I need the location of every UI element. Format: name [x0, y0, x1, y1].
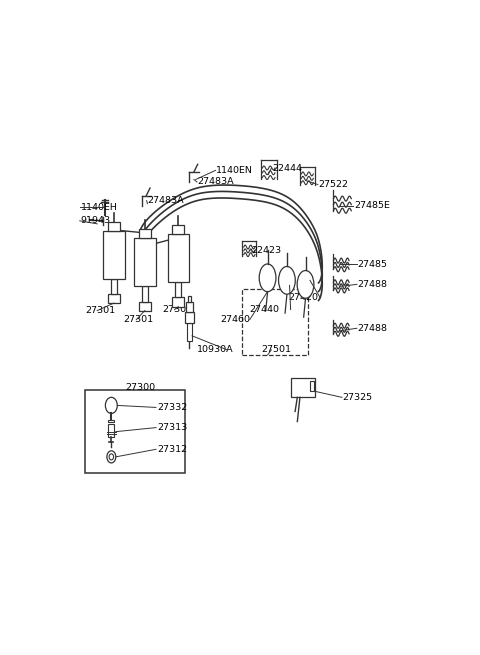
Bar: [108, 294, 120, 303]
Text: 27312: 27312: [157, 445, 188, 454]
Bar: [85, 390, 185, 473]
Bar: [172, 225, 184, 234]
Circle shape: [109, 454, 114, 460]
Bar: [310, 381, 314, 391]
Bar: [139, 229, 151, 238]
Bar: [134, 238, 156, 286]
Text: 27488: 27488: [358, 324, 388, 333]
Text: 27483A: 27483A: [147, 196, 184, 205]
Bar: [172, 297, 184, 307]
Text: 27522: 27522: [319, 180, 348, 189]
Text: 10930A: 10930A: [197, 345, 234, 354]
Bar: [188, 296, 192, 302]
Bar: [108, 424, 114, 437]
Bar: [139, 301, 151, 310]
Text: 27485E: 27485E: [354, 201, 390, 210]
Text: 27501: 27501: [261, 345, 291, 354]
Text: 22423: 22423: [252, 246, 282, 255]
Bar: [168, 234, 189, 282]
Circle shape: [107, 451, 116, 463]
Text: 27488: 27488: [358, 280, 388, 289]
Text: 27420: 27420: [289, 293, 319, 303]
Ellipse shape: [278, 267, 295, 294]
Text: 27313: 27313: [157, 423, 188, 432]
Bar: [111, 279, 117, 294]
Text: 27301: 27301: [123, 315, 154, 324]
Text: 27300: 27300: [125, 383, 155, 392]
Text: 27485: 27485: [358, 259, 388, 269]
Text: 1140EH: 1140EH: [81, 202, 117, 212]
Bar: [186, 302, 193, 312]
Bar: [187, 323, 192, 341]
Text: 27301: 27301: [162, 305, 192, 314]
Text: 1140EN: 1140EN: [216, 166, 253, 175]
Bar: [108, 420, 114, 422]
Text: 27483A: 27483A: [198, 178, 234, 187]
Text: 27440: 27440: [250, 305, 280, 314]
Ellipse shape: [259, 264, 276, 291]
Text: 27460: 27460: [221, 315, 251, 324]
Text: 22444: 22444: [272, 164, 302, 173]
Text: 27325: 27325: [343, 393, 373, 402]
Text: 27332: 27332: [157, 403, 188, 412]
Ellipse shape: [297, 271, 314, 298]
Bar: [175, 282, 181, 297]
Text: 27301: 27301: [85, 306, 115, 315]
Bar: [290, 378, 315, 398]
Bar: [103, 231, 125, 279]
Bar: [241, 290, 309, 355]
Text: 91943: 91943: [81, 216, 110, 225]
Circle shape: [106, 398, 117, 413]
Bar: [108, 222, 120, 231]
Bar: [142, 286, 148, 301]
Bar: [185, 312, 194, 323]
